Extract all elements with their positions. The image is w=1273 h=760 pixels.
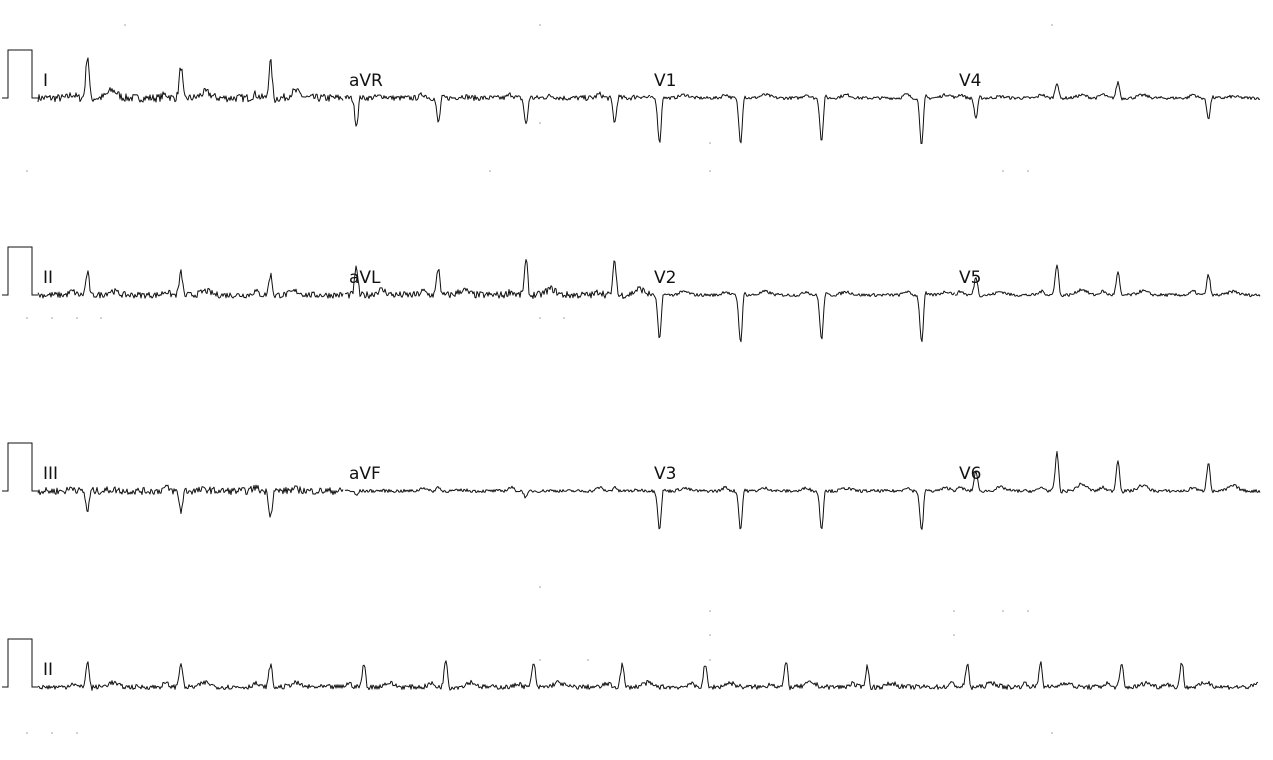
calibration-pulse <box>2 49 38 99</box>
grid-dot <box>709 659 711 661</box>
lead-label-aVF: aVF <box>349 464 381 484</box>
lead-label-I: I <box>43 71 48 91</box>
calibration-pulse <box>2 246 38 296</box>
grid-dot <box>709 170 711 172</box>
trace-II <box>37 269 344 299</box>
lead-label-V6: V6 <box>959 464 981 484</box>
grid-dot <box>76 317 78 319</box>
grid-dot <box>100 317 102 319</box>
grid-dot <box>1002 610 1004 612</box>
grid-dot <box>709 610 711 612</box>
grid-dot <box>76 732 78 734</box>
trace-aVL <box>344 259 651 299</box>
trace-V5 <box>954 264 1261 298</box>
trace-V4 <box>954 81 1261 120</box>
grid-dot <box>51 317 53 319</box>
grid-dot <box>539 586 541 588</box>
traces <box>37 57 1261 691</box>
lead-label-II: II <box>43 268 53 288</box>
trace-V1 <box>649 93 956 144</box>
lead-label-aVR: aVR <box>349 71 383 91</box>
grid-dot <box>1027 170 1029 172</box>
grid-dot <box>563 317 565 319</box>
grid-dot <box>1051 24 1053 26</box>
grid-dot <box>1051 732 1053 734</box>
trace-V3 <box>649 485 956 530</box>
grid-dot <box>26 317 28 319</box>
trace-aVF <box>344 485 651 499</box>
lead-label-V1: V1 <box>654 71 676 91</box>
calibration-pulse <box>2 442 38 492</box>
grid-dot <box>953 634 955 636</box>
lead-label-aVL: aVL <box>349 268 381 288</box>
lead-label-III: III <box>43 464 58 484</box>
lead-label-V2: V2 <box>654 268 676 288</box>
grid-dot <box>1002 170 1004 172</box>
lead-labels: I aVR V1 V4 II aVL V2 V5 III aVF V3 V6 I… <box>43 71 981 680</box>
lead-label-rhythm-II: II <box>43 660 53 680</box>
grid-dot <box>539 317 541 319</box>
trace-V2 <box>649 289 956 343</box>
grid-dot <box>953 610 955 612</box>
grid-dot <box>26 732 28 734</box>
trace-aVR <box>344 91 651 127</box>
trace-III <box>37 484 344 518</box>
trace-V6 <box>954 451 1261 494</box>
grid-dot <box>539 24 541 26</box>
grid-dot <box>124 24 126 26</box>
grid-dot <box>709 634 711 636</box>
calibration-pulses <box>2 49 38 688</box>
lead-label-V4: V4 <box>959 71 981 91</box>
grid-dot <box>489 170 491 172</box>
trace-rhythm-II <box>37 660 1259 691</box>
lead-label-V3: V3 <box>654 464 676 484</box>
grid-dot <box>587 659 589 661</box>
grid-dot <box>539 122 541 124</box>
grid-dots <box>26 24 1053 734</box>
lead-label-V5: V5 <box>959 268 981 288</box>
grid-dot <box>26 170 28 172</box>
grid-dot <box>709 142 711 144</box>
trace-I <box>37 57 344 103</box>
grid-dot <box>51 732 53 734</box>
calibration-pulse <box>2 638 38 688</box>
grid-dot <box>539 659 541 661</box>
grid-dot <box>1027 610 1029 612</box>
